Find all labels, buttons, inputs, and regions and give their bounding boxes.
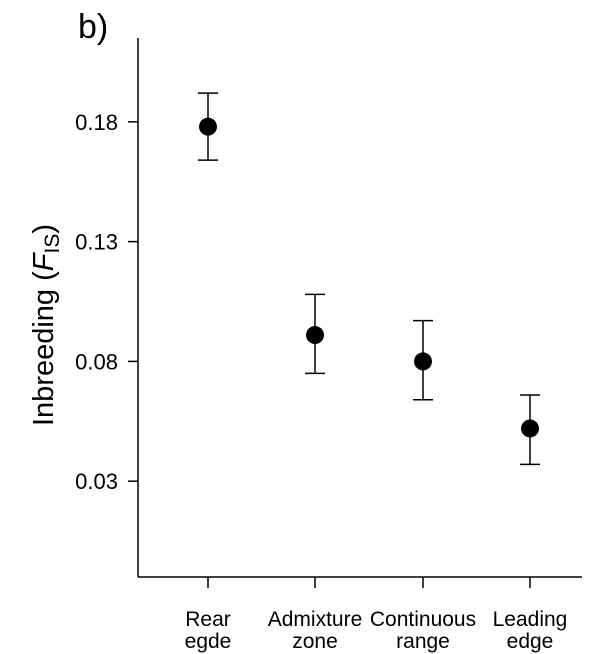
x-tick-label: Admixture [268, 608, 363, 631]
data-point [306, 326, 324, 345]
x-tick-label: Rear [185, 608, 231, 631]
data-point [414, 352, 432, 371]
y-tick-label: 0.13 [75, 230, 118, 255]
error-bars [198, 92, 540, 466]
y-tick-label: 0.03 [75, 469, 118, 494]
x-tick-label: Leading [493, 608, 568, 631]
panel-label: b) [78, 8, 108, 46]
y-axis-title-subscript: IS [41, 234, 64, 254]
x-axis-ticks [207, 577, 531, 588]
svg-text:Inbreeding (FIS): Inbreeding (FIS) [28, 224, 64, 426]
y-axis-title-suffix: ) [28, 224, 60, 234]
y-axis-title-prefix: Inbreeding ( [28, 271, 60, 426]
y-axis-ticks: 0.03 0.08 0.13 0.18 [75, 110, 138, 494]
x-tick-label: Continuous [370, 608, 476, 631]
y-tick-label: 0.08 [75, 349, 118, 374]
y-tick-label: 0.18 [75, 110, 118, 135]
data-point [521, 419, 539, 438]
y-axis-title: Inbreeding (FIS) [28, 224, 64, 426]
data-points [199, 117, 539, 438]
y-axis-title-symbol: F [28, 251, 60, 271]
x-tick-label: egde [185, 630, 232, 653]
data-point [199, 117, 217, 136]
x-tick-label: range [396, 630, 450, 653]
x-tick-label: edge [507, 630, 554, 653]
x-tick-label: zone [292, 630, 338, 653]
